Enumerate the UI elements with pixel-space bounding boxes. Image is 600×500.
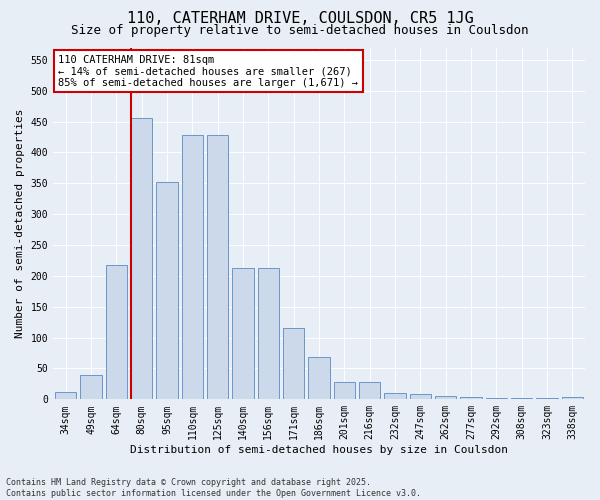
Text: 110, CATERHAM DRIVE, COULSDON, CR5 1JG: 110, CATERHAM DRIVE, COULSDON, CR5 1JG [127,11,473,26]
Bar [562,398,583,400]
Bar [334,382,355,400]
Bar [460,398,482,400]
Bar [182,135,203,400]
Bar [207,135,229,400]
Bar [257,268,279,400]
Y-axis label: Number of semi-detached properties: Number of semi-detached properties [15,108,25,338]
Bar [485,398,507,400]
Bar [283,328,304,400]
Bar [384,393,406,400]
Bar [131,118,152,400]
Bar [156,182,178,400]
Bar [232,268,254,400]
Bar [511,398,532,400]
Bar [435,396,457,400]
Text: Size of property relative to semi-detached houses in Coulsdon: Size of property relative to semi-detach… [71,24,529,37]
Bar [410,394,431,400]
Text: Contains HM Land Registry data © Crown copyright and database right 2025.
Contai: Contains HM Land Registry data © Crown c… [6,478,421,498]
Bar [80,374,102,400]
Text: 110 CATERHAM DRIVE: 81sqm
← 14% of semi-detached houses are smaller (267)
85% of: 110 CATERHAM DRIVE: 81sqm ← 14% of semi-… [58,54,358,88]
Bar [308,358,330,400]
Bar [536,398,558,400]
Bar [55,392,76,400]
Bar [106,265,127,400]
Bar [359,382,380,400]
X-axis label: Distribution of semi-detached houses by size in Coulsdon: Distribution of semi-detached houses by … [130,445,508,455]
